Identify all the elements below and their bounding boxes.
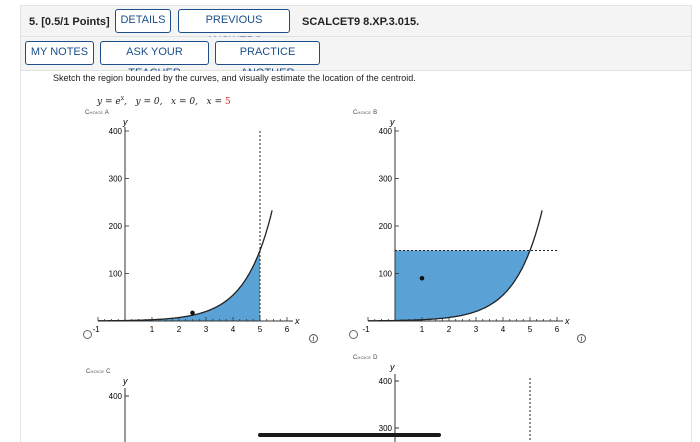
equation-exponent: x bbox=[120, 95, 125, 102]
practice-another-button[interactable]: PRACTICE ANOTHER bbox=[215, 41, 320, 79]
x-tick-label: 1 bbox=[150, 325, 155, 334]
y-tick-label: 200 bbox=[379, 222, 393, 231]
y-tick-label: 100 bbox=[109, 270, 123, 279]
question-instruction: Sketch the region bounded by the curves,… bbox=[53, 73, 416, 83]
y-tick-label: 300 bbox=[379, 175, 393, 184]
x-tick-label: 2 bbox=[447, 325, 452, 334]
problem-code: SCALCET9 8.XP.3.015. bbox=[302, 16, 420, 28]
choice-b-info-icon[interactable]: i bbox=[577, 334, 586, 343]
curve-line bbox=[98, 210, 273, 322]
y-tick-label: 400 bbox=[379, 127, 393, 136]
y-tick-label-300: 300 bbox=[379, 424, 393, 433]
x-tick-label: -1 bbox=[362, 325, 370, 334]
previous-answers-button[interactable]: PREVIOUS ANSWERS bbox=[178, 9, 290, 47]
shaded-region bbox=[395, 250, 530, 321]
x-ticks: -1 1 2 3 4 5 6 bbox=[362, 317, 560, 334]
x-tick-label: 4 bbox=[231, 325, 236, 334]
choice-a-label: Choice A bbox=[85, 110, 109, 116]
y-axis-label: y bbox=[389, 117, 395, 127]
choice-b-radio[interactable] bbox=[349, 330, 358, 339]
x-axis-label: x bbox=[294, 316, 300, 326]
y-tick-label: 300 bbox=[109, 175, 123, 184]
centroid-point bbox=[190, 310, 195, 316]
question-toolbar: MY NOTES ASK YOUR TEACHER PRACTICE ANOTH… bbox=[20, 37, 692, 79]
question-number: 5. [0.5/1 Points] bbox=[29, 16, 110, 28]
y-axis-label: y bbox=[122, 376, 128, 386]
choice-a-graph: y x -1 1 2 3 4 5 6 100 200 300 400 bbox=[92, 117, 300, 334]
my-notes-button[interactable]: MY NOTES bbox=[25, 41, 94, 65]
x-tick-label: 5 bbox=[258, 325, 263, 334]
details-button[interactable]: DETAILS bbox=[115, 9, 171, 33]
choice-b-graph: y x -1 1 2 3 4 5 6 100 200 300 400 bbox=[362, 117, 570, 334]
y-tick-label: 100 bbox=[379, 270, 393, 279]
y-tick-label-400: 400 bbox=[109, 392, 123, 401]
x-axis-label: x bbox=[564, 316, 570, 326]
y-axis-label: y bbox=[122, 117, 128, 127]
ask-teacher-button[interactable]: ASK YOUR TEACHER bbox=[100, 41, 209, 79]
centroid-point bbox=[419, 275, 425, 281]
choice-c-graph: y 400 bbox=[109, 376, 129, 442]
y-tick-label: 200 bbox=[109, 222, 123, 231]
equation-prefix: y = e bbox=[97, 97, 121, 107]
x-tick-label: 1 bbox=[420, 325, 425, 334]
horizontal-scrollbar[interactable] bbox=[258, 433, 441, 437]
x-tick-label: 6 bbox=[555, 325, 560, 334]
equation-middle: , y = 0, x = 0, x = bbox=[124, 97, 225, 107]
choice-c-label: Choice C bbox=[86, 369, 111, 375]
x-ticks: -1 1 2 3 4 5 6 bbox=[92, 317, 290, 334]
choice-b-label: Choice B bbox=[353, 110, 378, 116]
x-tick-label: 5 bbox=[528, 325, 533, 334]
choice-d-graph: y 400 300 bbox=[379, 362, 531, 442]
y-ticks: 100 200 300 400 bbox=[109, 127, 129, 279]
y-tick-label: 400 bbox=[109, 127, 123, 136]
question-header: 5. [0.5/1 Points] DETAILS PREVIOUS ANSWE… bbox=[20, 5, 692, 47]
x-tick-label: 3 bbox=[474, 325, 479, 334]
choice-a-info-icon[interactable]: i bbox=[309, 334, 318, 343]
shaded-region bbox=[125, 250, 260, 321]
x-tick-label: 2 bbox=[177, 325, 182, 334]
choice-d-label: Choice D bbox=[353, 355, 378, 361]
curve-line bbox=[368, 210, 543, 322]
x-tick-label: 6 bbox=[285, 325, 290, 334]
x-tick-label: -1 bbox=[92, 325, 100, 334]
question-body bbox=[20, 71, 692, 442]
x-tick-label: 3 bbox=[204, 325, 209, 334]
choice-a-radio[interactable] bbox=[83, 330, 92, 339]
y-ticks: 100 200 300 400 bbox=[379, 127, 399, 279]
y-tick-label-400: 400 bbox=[379, 377, 393, 386]
equation-value: 5 bbox=[224, 97, 231, 107]
equation: y = ex, y = 0, x = 0, x = 5 bbox=[97, 95, 231, 107]
x-tick-label: 4 bbox=[501, 325, 506, 334]
y-axis-label: y bbox=[389, 362, 395, 372]
